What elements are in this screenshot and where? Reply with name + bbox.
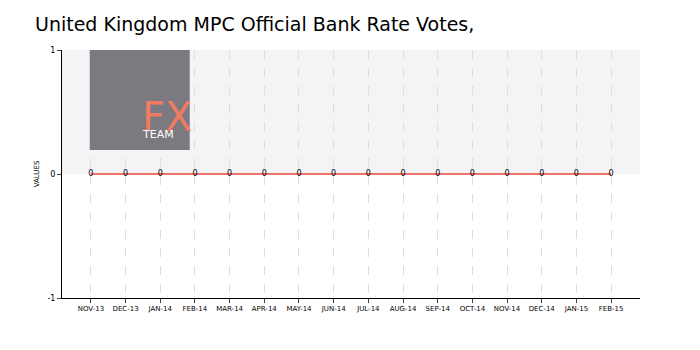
- svg-text:0: 0: [262, 169, 267, 178]
- svg-text:United Kingdom MPC Official Ba: United Kingdom MPC Official Bank Rate Vo…: [35, 13, 474, 35]
- svg-text:-1: -1: [47, 294, 55, 303]
- svg-text:0: 0: [50, 170, 55, 179]
- svg-text:0: 0: [435, 169, 440, 178]
- svg-text:0: 0: [470, 169, 475, 178]
- svg-text:DEC-13: DEC-13: [113, 305, 139, 313]
- svg-text:TEAM: TEAM: [142, 128, 174, 141]
- svg-text:FX: FX: [142, 94, 192, 140]
- svg-text:APR-14: APR-14: [252, 305, 278, 313]
- svg-text:MAR-14: MAR-14: [216, 305, 243, 313]
- svg-text:0: 0: [505, 169, 510, 178]
- svg-text:VALUES: VALUES: [33, 160, 41, 187]
- svg-text:0: 0: [366, 169, 371, 178]
- svg-text:AUG-14: AUG-14: [390, 305, 417, 313]
- svg-text:FEB-15: FEB-15: [599, 305, 624, 313]
- svg-text:MAY-14: MAY-14: [286, 305, 312, 313]
- svg-text:NOV-14: NOV-14: [494, 305, 521, 313]
- svg-text:0: 0: [88, 169, 93, 178]
- svg-text:SEP-14: SEP-14: [426, 305, 451, 313]
- svg-text:DEC-14: DEC-14: [529, 305, 556, 313]
- svg-text:JAN-15: JAN-15: [564, 305, 588, 313]
- svg-text:NOV-13: NOV-13: [78, 305, 104, 313]
- svg-text:0: 0: [400, 169, 405, 178]
- svg-text:0: 0: [158, 169, 163, 178]
- svg-text:0: 0: [609, 169, 614, 178]
- svg-text:JAN-14: JAN-14: [148, 305, 173, 313]
- svg-text:0: 0: [574, 169, 579, 178]
- svg-text:0: 0: [296, 169, 301, 178]
- svg-text:OCT-14: OCT-14: [460, 305, 486, 313]
- svg-text:FEB-14: FEB-14: [183, 305, 208, 313]
- svg-text:0: 0: [331, 169, 336, 178]
- svg-text:0: 0: [539, 169, 544, 178]
- svg-text:JUN-14: JUN-14: [321, 305, 346, 313]
- svg-text:0: 0: [192, 169, 197, 178]
- svg-text:0: 0: [227, 169, 232, 178]
- svg-text:0: 0: [123, 169, 128, 178]
- svg-text:JUL-14: JUL-14: [356, 305, 380, 313]
- svg-text:1: 1: [50, 46, 55, 55]
